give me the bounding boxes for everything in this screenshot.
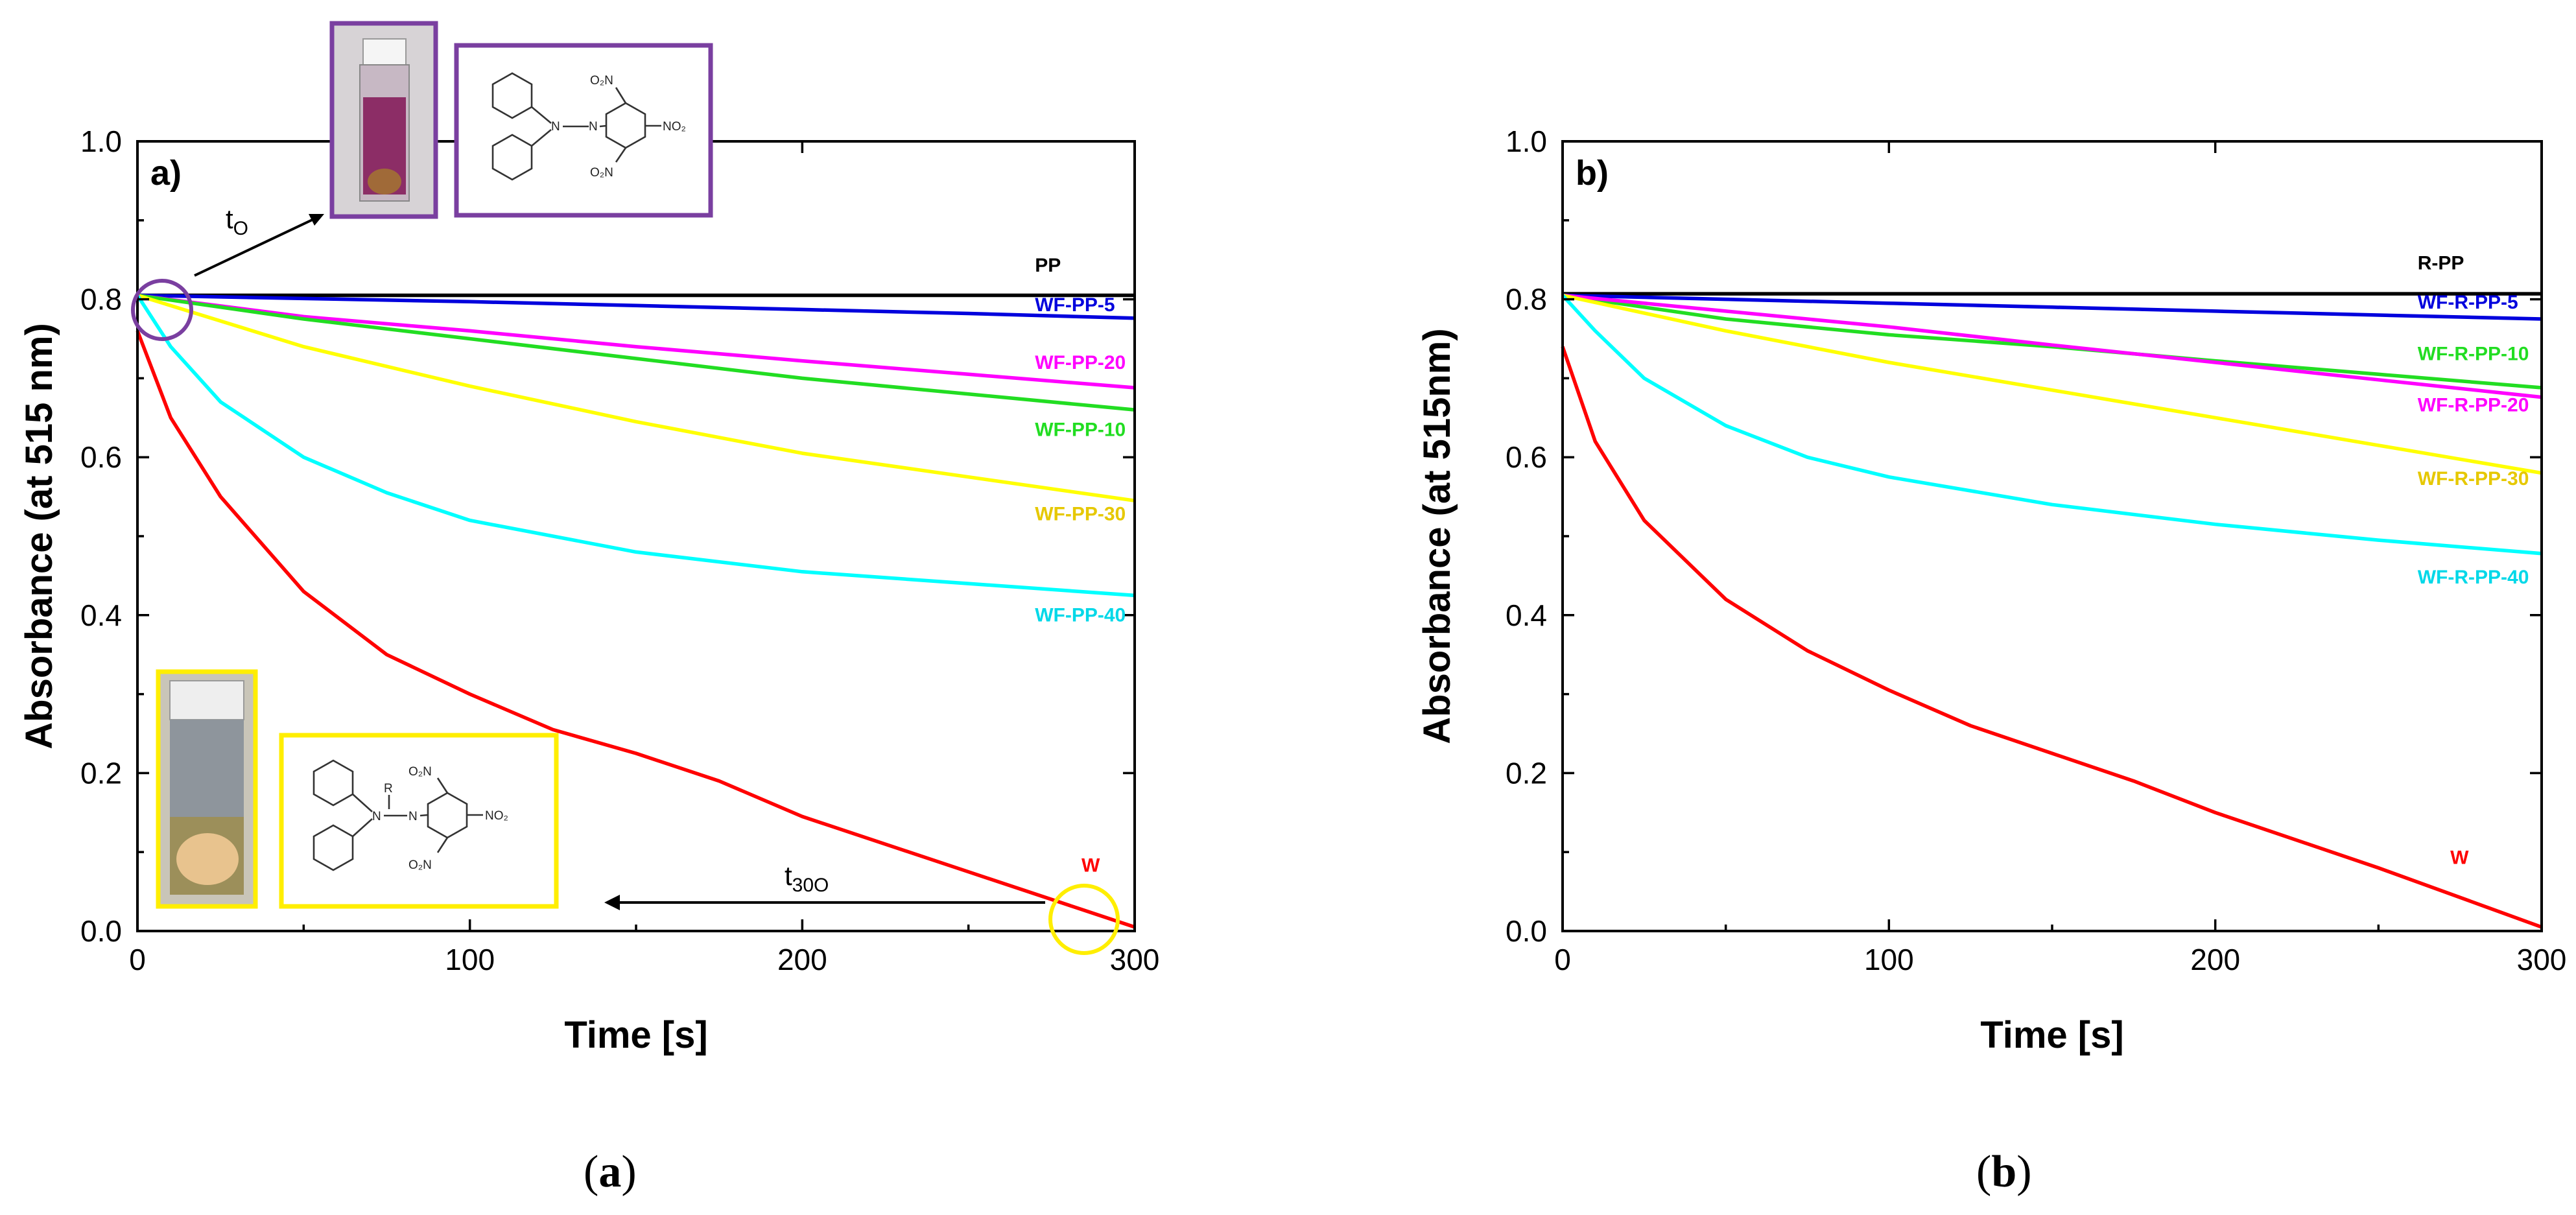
- series-line-a-w: [136, 330, 1135, 929]
- chem-bottom-no2-lower: O₂N: [408, 858, 432, 872]
- panel-tag-a: a): [150, 154, 182, 193]
- series-label-a-wf-pp-10: WF-PP-10: [1035, 419, 1126, 440]
- caption-a-letter: a: [598, 1147, 621, 1197]
- x-tick-label-b: 100: [1864, 943, 1914, 976]
- t300-arrowhead: [604, 895, 620, 910]
- x-tick-label-a: 100: [445, 943, 495, 976]
- series-label-b-wf-r-pp-30: WF-R-PP-30: [2418, 468, 2529, 490]
- vial-photo-purple: [329, 21, 438, 219]
- plot-frame-b: [1561, 140, 2543, 932]
- series-line-b-wf-r-pp-30: [1562, 293, 2542, 475]
- t0-marker-circle: [131, 279, 193, 341]
- panel-tag-b: b): [1576, 154, 1609, 193]
- series-label-b-w: W: [2450, 847, 2469, 868]
- y-tick-label-b: 0.8: [1506, 283, 1547, 316]
- y-tick-label-b: 0.4: [1506, 598, 1547, 632]
- panel-a: 0 100 200 300 0.0 0.2 0.4 0.6 0.8 1.0 a) Time [s]…: [18, 21, 1160, 1056]
- series-line-a-wf-pp-30: [137, 293, 1135, 502]
- x-tick-label-a: 300: [1110, 943, 1160, 976]
- t300-label-sub: 30O: [792, 875, 829, 896]
- chem-bottom-r: R: [384, 782, 393, 796]
- caption-b: (b): [1976, 1147, 2032, 1197]
- chem-top-no2-upper: O₂N: [590, 74, 613, 88]
- series-line-a-wf-pp-10: [137, 293, 1135, 412]
- series-line-b-wf-r-pp-20: [1562, 293, 2542, 399]
- series-label-b-r-pp: R-PP: [2418, 252, 2464, 274]
- series-line-b-w: [1561, 346, 2542, 929]
- x-tick-label-a: 200: [777, 943, 827, 976]
- series-group-b: [1561, 292, 2542, 929]
- chem-top-no2-para: NO₂: [663, 120, 686, 134]
- chem-bottom-n1: N: [372, 810, 381, 823]
- y-tick-label-b: 0.2: [1506, 756, 1547, 790]
- chem-top-n1: N: [551, 120, 560, 134]
- panel-b: 0 100 200 300 0.0 0.2 0.4 0.6 0.8 1.0 b) Time [s]…: [1416, 124, 2566, 1056]
- t0-arrow: [194, 217, 317, 277]
- y-axis-title-a: Absorbance (at 515 nm): [18, 323, 60, 749]
- t0-label-sub: O: [233, 218, 248, 239]
- series-label-a-wf-pp-20: WF-PP-20: [1035, 352, 1126, 373]
- x-tick-label-b: 200: [2190, 943, 2240, 976]
- t0-label-t: t: [226, 204, 233, 234]
- series-label-a-wf-pp-40: WF-PP-40: [1035, 605, 1126, 626]
- x-tick-label-b: 0: [1554, 943, 1571, 976]
- series-label-b-wf-r-pp-10: WF-R-PP-10: [2418, 343, 2529, 364]
- chem-top-n2: N: [589, 120, 598, 134]
- series-label-b-wf-r-pp-40: WF-R-PP-40: [2418, 567, 2529, 588]
- x-axis-title-b: Time [s]: [1980, 1014, 2123, 1056]
- chem-bottom-no2-para: NO₂: [485, 809, 508, 823]
- series-group-a: [136, 293, 1135, 929]
- y-tick-label-a: 0.2: [80, 756, 122, 790]
- t0-arrowhead: [309, 214, 324, 226]
- caption-b-letter: b: [1991, 1147, 2016, 1197]
- y-tick-label-a: 0.6: [80, 440, 122, 474]
- chem-top-no2-lower: O₂N: [590, 166, 613, 180]
- series-line-b-wf-r-pp-5: [1562, 293, 2542, 321]
- y-tick-label-a: 0.8: [80, 283, 122, 316]
- t300-label-t: t: [785, 860, 792, 891]
- series-line-a-wf-pp-5: [137, 293, 1135, 320]
- series-label-b-wf-r-pp-20: WF-R-PP-20: [2418, 395, 2529, 416]
- chem-bottom-n2: N: [408, 810, 418, 823]
- y-axis-title-b: Absorbance (at 515nm): [1416, 328, 1458, 744]
- t300-marker-circle: [1048, 884, 1120, 955]
- series-line-a-wf-pp-20: [137, 293, 1135, 390]
- series-label-a-w: W: [1081, 855, 1100, 877]
- vial-photo-yellow: [156, 669, 258, 909]
- series-label-b-wf-r-pp-5: WF-R-PP-5: [2418, 292, 2518, 313]
- x-tick-label-b: 300: [2517, 943, 2567, 976]
- y-tick-label-a: 0.0: [80, 914, 122, 948]
- y-tick-label-b: 1.0: [1506, 124, 1547, 158]
- t300-label: t30O: [785, 860, 829, 896]
- caption-a: (a): [584, 1147, 637, 1197]
- series-line-b-wf-r-pp-40: [1561, 294, 2542, 556]
- x-tick-label-a: 0: [129, 943, 146, 976]
- series-label-a-wf-pp-30: WF-PP-30: [1035, 504, 1126, 525]
- y-tick-label-a: 0.4: [80, 598, 122, 632]
- dpph-h-structure-box: O₂N R N N NO₂ O₂N: [279, 733, 559, 909]
- x-axis-title-a: Time [s]: [564, 1014, 707, 1056]
- series-label-a-wf-pp-5: WF-PP-5: [1035, 294, 1115, 316]
- y-tick-label-b: 0.6: [1506, 440, 1547, 474]
- dpph-structure-box: O₂N N N NO₂ O₂N: [454, 43, 713, 218]
- y-tick-label-a: 1.0: [80, 124, 122, 158]
- series-label-a-pp: PP: [1035, 255, 1061, 276]
- t0-label: tO: [226, 204, 248, 239]
- chem-bottom-no2-upper: O₂N: [408, 765, 432, 779]
- y-tick-label-b: 0.0: [1506, 914, 1547, 948]
- series-line-a-wf-pp-40: [136, 294, 1135, 598]
